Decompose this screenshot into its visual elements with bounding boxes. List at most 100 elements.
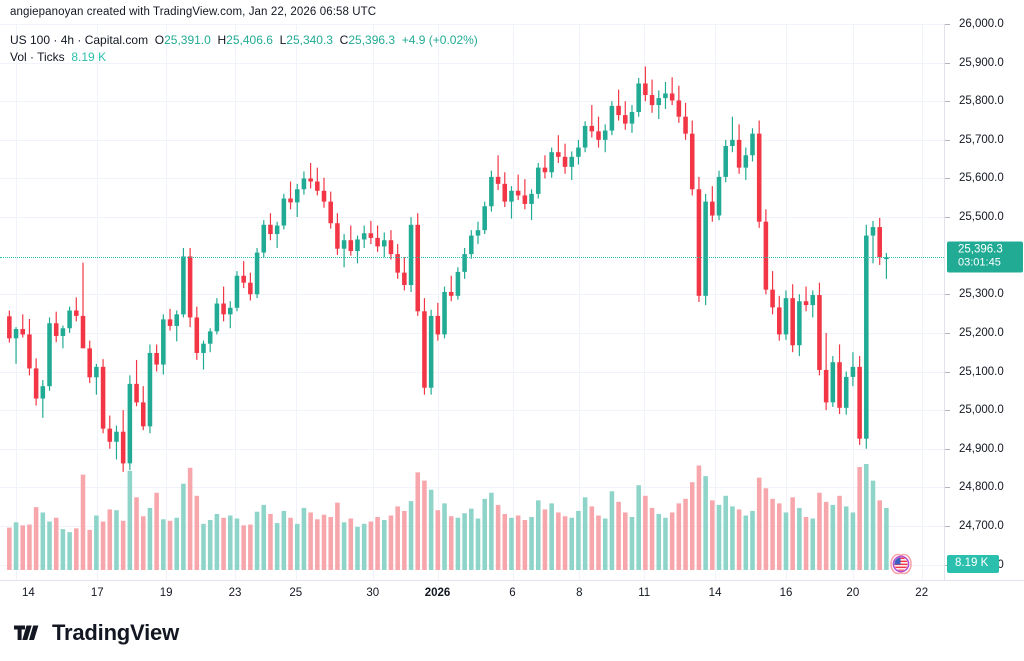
legend-low-label: L [279, 33, 287, 47]
volume-bar [161, 519, 166, 570]
volume-bar [40, 512, 46, 570]
volume-bar [884, 507, 889, 570]
volume-bar [562, 516, 568, 570]
volume-bar [696, 465, 702, 570]
candle-body [636, 83, 641, 113]
time-axis-tick: 20 [846, 587, 860, 599]
volume-bar [167, 520, 173, 570]
horizontal-gridline [0, 139, 944, 141]
tradingview-wordmark: TradingView [52, 620, 179, 645]
price-axis[interactable]: 25,396.3 03:01:45 8.19 K 26,000.0 25,900.… [944, 18, 1024, 580]
candle-body [716, 176, 722, 216]
volume-bar [515, 515, 521, 570]
legend-symbol[interactable]: US 100 · 4h · Capital.com [10, 33, 149, 47]
volume-bar [80, 474, 86, 570]
candle-body [321, 190, 327, 202]
volume-bar [221, 517, 226, 570]
candle-body [40, 386, 46, 399]
volume-bar [649, 507, 655, 570]
volume-bar [408, 501, 414, 570]
chart-pane[interactable] [0, 24, 944, 580]
candle-body [609, 105, 615, 131]
candle-body [455, 271, 461, 296]
volume-bar [341, 522, 347, 570]
candle-body [388, 240, 394, 255]
volume-bar [482, 498, 487, 570]
time-axis-tick: 6 [509, 587, 516, 599]
candle-body [696, 189, 702, 296]
volume-bar [428, 489, 434, 570]
candle-body [288, 198, 293, 203]
candle-body [375, 237, 380, 247]
volume-bar [522, 520, 528, 570]
volume-bar [328, 517, 333, 570]
volume-bar [810, 518, 816, 570]
price-axis-tick: 24,900.0 [945, 443, 1024, 455]
horizontal-gridline [0, 487, 944, 489]
volume-bar [254, 511, 260, 570]
volume-bar [870, 480, 876, 570]
candle-body [556, 152, 561, 157]
volume-bar [228, 515, 233, 570]
volume-bar [743, 515, 749, 570]
candle-body [448, 291, 454, 296]
candle-body [576, 147, 581, 157]
price-axis-tick: 25,300.0 [945, 288, 1024, 300]
candle-body [20, 329, 26, 335]
candle-body [535, 167, 541, 194]
candle-body [830, 362, 836, 403]
candle-body [53, 323, 59, 336]
price-axis-tick: 25,000.0 [945, 404, 1024, 416]
candle-body [529, 193, 534, 204]
time-axis-tick: 16 [779, 587, 793, 599]
volume-bar [134, 497, 139, 570]
price-axis-tick: 25,500.0 [945, 211, 1024, 223]
volume-bar [770, 498, 775, 570]
volume-bar [823, 501, 829, 570]
candle-body [569, 156, 574, 167]
time-axis-tick: 2026 [424, 587, 451, 599]
candle-body [261, 224, 267, 253]
candle-body [837, 362, 842, 408]
volume-bar [20, 525, 26, 570]
price-axis-tick: 25,900.0 [945, 57, 1024, 69]
legend-low-value: 25,340.3 [286, 33, 333, 47]
candle-body [435, 315, 441, 335]
time-axis-tick: 19 [159, 587, 173, 599]
time-axis[interactable]: 14 17 19 23 25 30 2026 6 8 11 14 16 20 22 [0, 580, 1024, 606]
candle-body [462, 254, 467, 272]
bar-countdown: 03:01:45 [958, 256, 1001, 269]
horizontal-gridline [0, 410, 944, 412]
candle-body [408, 224, 414, 286]
volume-bar [843, 506, 849, 570]
candle-body [134, 383, 139, 403]
volume-bar [7, 527, 12, 570]
candle-body [864, 235, 869, 439]
candle-body [120, 431, 126, 464]
volume-bar [730, 506, 735, 570]
legend-volume-value: 8.19 K [71, 50, 107, 64]
volume-bar [569, 517, 574, 570]
candle-body [663, 93, 668, 99]
volume-bar [47, 521, 52, 570]
volume-bar [201, 523, 206, 570]
price-axis-tick: 25,600.0 [945, 172, 1024, 184]
horizontal-gridline [0, 101, 944, 103]
volume-bar [107, 509, 113, 570]
candle-body [241, 275, 246, 283]
volume-bar [803, 517, 809, 570]
volume-bar [616, 501, 621, 570]
legend-volume-label[interactable]: Vol · Ticks [10, 50, 65, 64]
candle-body [582, 125, 588, 148]
volume-bar [261, 504, 267, 570]
candle-body [294, 189, 300, 203]
vertical-gridline [579, 24, 580, 580]
volume-bar [495, 504, 501, 570]
candle-body [402, 272, 407, 286]
candle-body [80, 315, 86, 349]
volume-bar [301, 507, 307, 570]
volume-bar [502, 513, 508, 570]
candle-body [596, 131, 601, 140]
volume-bar [850, 512, 856, 570]
volume-bar [455, 517, 461, 570]
